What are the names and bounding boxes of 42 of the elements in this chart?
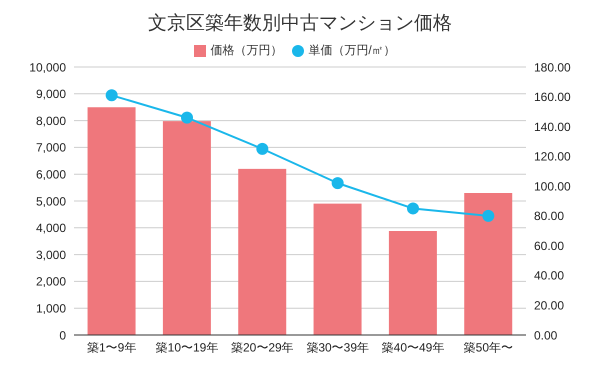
bar [162, 121, 211, 335]
bar [88, 107, 136, 335]
chart-title: 文京区築年数別中古マンション価格 [147, 12, 453, 36]
y-tick-label: 8,000 [36, 114, 66, 128]
y-tick-label: 10,000 [29, 60, 66, 74]
y2-tick-label: 140.00 [534, 120, 572, 134]
y-tick-label: 0 [59, 328, 66, 342]
y2-tick-label: 160.00 [534, 90, 572, 104]
bar [314, 204, 362, 335]
y-tick-label: 1,000 [36, 301, 66, 316]
y2-tick-label: 20.00 [534, 298, 564, 312]
y2-tick-label: 120.00 [534, 150, 572, 164]
y2-tick-label: 80.00 [534, 209, 564, 224]
x-tick-label: 築1〜9年 [86, 340, 136, 355]
bar [388, 231, 437, 335]
y2-tick-label: 100.00 [534, 179, 572, 194]
point [332, 177, 344, 190]
x-tick-label: 築40〜49年 [382, 340, 444, 355]
y2-tick-label: 60.00 [534, 238, 564, 253]
point [106, 89, 118, 102]
y2-tick-label: 180.00 [534, 60, 572, 74]
y-tick-label: 3,000 [36, 248, 66, 262]
y2-tick-label: 40.00 [534, 268, 564, 283]
bar [238, 168, 286, 335]
legend-label: 価格（万円） [210, 43, 282, 57]
point [482, 210, 494, 222]
y-tick-label: 7,000 [36, 140, 66, 155]
x-tick-label: 築10〜19年 [156, 340, 218, 355]
x-tick-label: 築30〜39年 [306, 340, 370, 355]
y2-tick-label: 0.00 [534, 328, 558, 342]
point [181, 112, 193, 124]
x-tick-label: 築50年〜 [464, 340, 514, 355]
y-tick-label: 9,000 [36, 87, 66, 102]
y-tick-label: 5,000 [36, 194, 66, 208]
point [407, 202, 419, 214]
y-tick-label: 2,000 [36, 274, 66, 289]
bar [464, 192, 512, 335]
point [256, 142, 268, 155]
legend-label: 単価（万円/㎡） [308, 43, 396, 57]
y-tick-label: 4,000 [36, 221, 66, 236]
y-tick-label: 6,000 [36, 167, 66, 182]
x-tick-label: 築20〜29年 [230, 340, 294, 355]
